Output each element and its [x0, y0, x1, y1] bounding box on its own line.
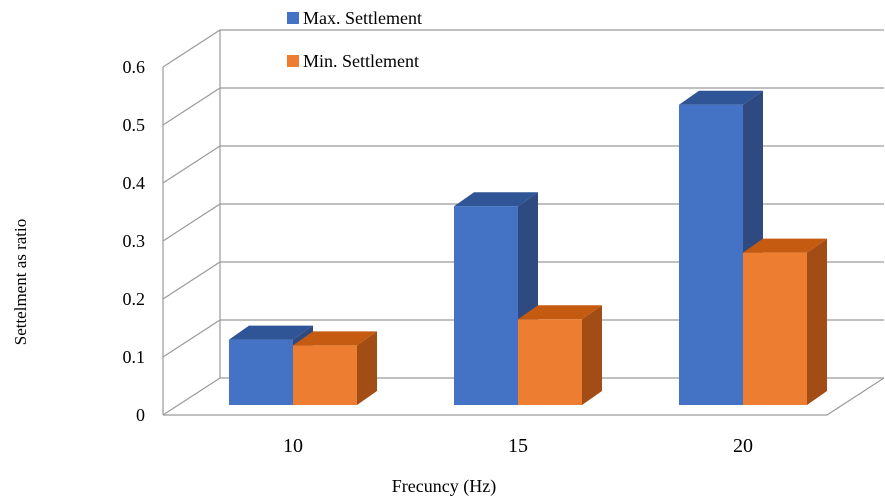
- bar-front: [229, 339, 293, 405]
- x-tick-labels: 10 15 20: [283, 435, 753, 457]
- x-tick-label: 10: [283, 435, 303, 457]
- floor-edge: [163, 377, 885, 416]
- legend-swatch-min: [287, 55, 299, 67]
- y-tick-label: 0.2: [123, 289, 146, 309]
- bars: [229, 90, 827, 405]
- gridline: [162, 145, 884, 184]
- gridline: [162, 203, 884, 242]
- gridline: [162, 319, 884, 358]
- y-tick-labels: 0 0.1 0.2 0.3 0.4 0.5 0.6: [123, 57, 146, 425]
- bar-front: [743, 252, 807, 405]
- bar-front: [518, 319, 582, 405]
- gridline: [162, 29, 884, 68]
- legend-label-max: Max. Settlement: [303, 8, 422, 28]
- legend-swatch-max: [287, 12, 299, 24]
- gridline: [162, 261, 884, 300]
- x-axis-label: Frecuncy (Hz): [392, 476, 496, 497]
- bar-top: [743, 238, 827, 253]
- bar-front: [679, 104, 743, 405]
- bar-top: [229, 325, 313, 340]
- y-tick-label: 0: [136, 405, 145, 425]
- bar-side: [807, 238, 827, 405]
- bar-top: [293, 331, 377, 346]
- bar-min-10: [293, 331, 377, 405]
- gridlines: [162, 29, 884, 416]
- y-tick-label: 0.5: [123, 115, 146, 135]
- legend-label-min: Min. Settlement: [303, 51, 419, 71]
- y-axis-label: Settelment as ratio: [11, 219, 30, 346]
- bar-side: [357, 331, 377, 405]
- bar-min-15: [518, 305, 602, 405]
- bar-top: [518, 305, 602, 320]
- bar-min-20: [743, 238, 827, 405]
- y-tick-label: 0.6: [123, 57, 146, 77]
- x-tick-label: 20: [733, 435, 753, 457]
- y-tick-label: 0.4: [123, 173, 146, 193]
- bar-top: [454, 192, 538, 207]
- bar-front: [293, 345, 357, 405]
- bar-front: [454, 206, 518, 405]
- y-tick-label: 0.1: [123, 347, 146, 367]
- gridline: [162, 87, 884, 126]
- gridline: [162, 377, 884, 416]
- y-tick-label: 0.3: [123, 231, 146, 251]
- bar-side: [582, 305, 602, 405]
- bar-max-15: [454, 192, 538, 405]
- bar-top: [679, 90, 763, 105]
- x-tick-label: 15: [508, 435, 528, 457]
- legend: Max. Settlement Min. Settlement: [287, 8, 422, 71]
